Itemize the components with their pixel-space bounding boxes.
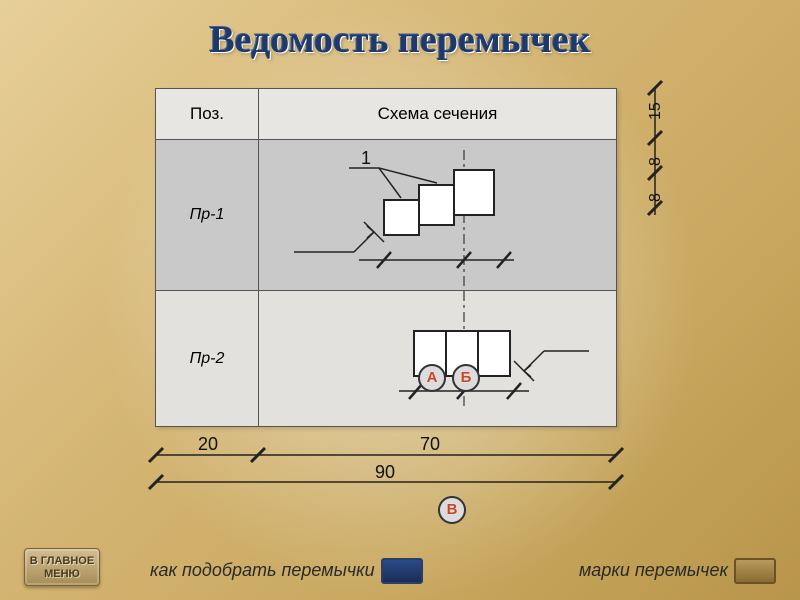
- svg-text:20: 20: [198, 434, 218, 454]
- header-scheme: Схема сечения: [259, 89, 616, 139]
- link-lintel-marks[interactable]: марки перемычек: [579, 558, 776, 584]
- svg-text:15: 15: [647, 102, 664, 120]
- header-pos: Поз.: [156, 89, 259, 139]
- badge-v[interactable]: В: [438, 496, 466, 524]
- nav-icon[interactable]: [734, 558, 776, 584]
- callout-label: 1: [361, 148, 371, 168]
- row-scheme-2: [259, 291, 616, 426]
- svg-text:90: 90: [375, 462, 395, 482]
- row-scheme-1: 1: [259, 140, 616, 290]
- page-title: Ведомость перемычек: [0, 18, 800, 62]
- table-row: Пр-1 1: [156, 140, 616, 291]
- row-label: Пр-2: [156, 291, 259, 426]
- table-header: Поз. Схема сечения: [156, 89, 616, 140]
- main-menu-button[interactable]: В ГЛАВНОЕМЕНЮ: [24, 548, 100, 586]
- svg-text:8: 8: [647, 193, 664, 202]
- svg-text:70: 70: [420, 434, 440, 454]
- link-how-to-select[interactable]: как подобрать перемычки: [150, 558, 423, 584]
- nav-icon[interactable]: [381, 558, 423, 584]
- table-row: Пр-2: [156, 291, 616, 426]
- badge-a[interactable]: А: [418, 364, 446, 392]
- row-label: Пр-1: [156, 140, 259, 290]
- badge-b[interactable]: Б: [452, 364, 480, 392]
- lintel-table: Поз. Схема сечения Пр-1 1: [155, 88, 617, 427]
- svg-text:8: 8: [647, 157, 664, 166]
